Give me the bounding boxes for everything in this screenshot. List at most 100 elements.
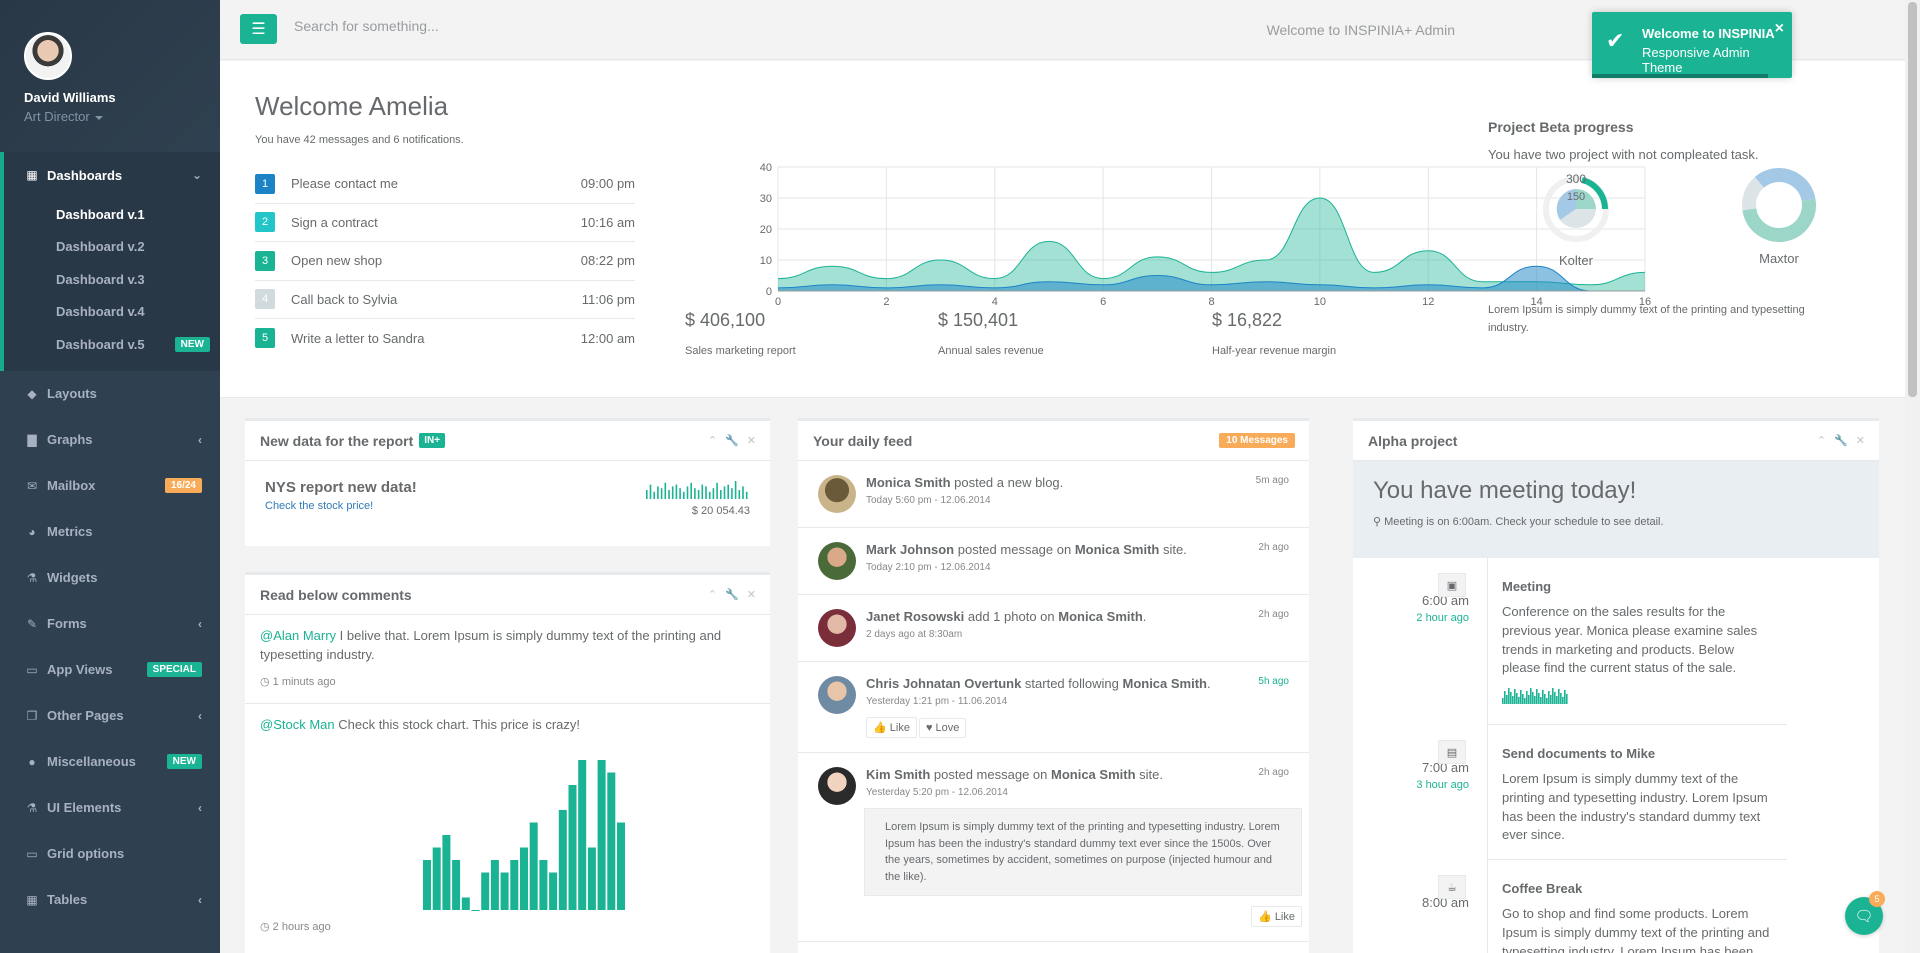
sidebar-item-miscellaneous[interactable]: ● Miscellaneous NEW	[0, 739, 220, 785]
x-tick-label: 12	[1422, 296, 1434, 308]
comment-time: ◷ 2 hours ago	[260, 920, 755, 936]
menu-toggle-button[interactable]: ☰	[240, 14, 277, 44]
feed-author[interactable]: Chris Johnatan Overtunk	[866, 676, 1022, 691]
timeline-spark-bar	[1512, 696, 1514, 705]
sidebar-subitem[interactable]: Dashboard v.5 NEW	[4, 328, 220, 361]
avatar[interactable]	[818, 676, 856, 714]
feed-target[interactable]: Monica Smith	[1074, 542, 1160, 557]
todo-item[interactable]: 5 Write a letter to Sandra 12:00 am	[255, 319, 635, 358]
sidebar-item-ui-elements[interactable]: ⚗ UI Elements ‹	[0, 785, 220, 831]
collapse-icon[interactable]: ⌃	[707, 435, 718, 447]
x-tick-label: 10	[1314, 296, 1326, 308]
spark-bar	[712, 488, 715, 499]
timeline-title: Meeting	[1502, 579, 1552, 594]
panel-title: Your daily feed	[813, 432, 913, 449]
timeline-time: 8:00 am	[1353, 860, 1487, 953]
sidebar-item-metrics[interactable]: ◕ Metrics	[0, 509, 220, 555]
toast-notification[interactable]: ✔ × Welcome to INSPINIA Responsive Admin…	[1592, 12, 1792, 78]
sidebar-item-graphs[interactable]: ▇ Graphs ‹	[0, 417, 220, 463]
alpha-panel: Alpha project ⌃ 🔧 ✕ You have meeting tod…	[1353, 418, 1879, 953]
todo-item[interactable]: 4 Call back to Sylvia 11:06 pm	[255, 281, 635, 319]
feed-panel: Your daily feed 10 Messages Monica Smith…	[798, 418, 1309, 953]
sidebar-item-layouts[interactable]: ◆ Layouts	[0, 371, 220, 417]
avatar[interactable]	[818, 542, 856, 580]
todo-item[interactable]: 2 Sign a contract 10:16 am	[255, 204, 635, 242]
collapse-icon[interactable]: ⌃	[1816, 435, 1827, 447]
kpi-label: Sales marketing report	[685, 345, 796, 357]
collapse-icon[interactable]: ⌃	[707, 589, 718, 601]
feed-tail: site.	[1135, 767, 1163, 782]
avatar[interactable]	[818, 475, 856, 513]
todo-text: Sign a contract	[291, 214, 378, 230]
timeline-spark-bar	[1554, 692, 1556, 705]
timeline-spark-bar	[1556, 696, 1558, 705]
scrollbar-thumb[interactable]	[1908, 2, 1917, 397]
timeline-title: Coffee Break	[1502, 881, 1583, 897]
spark-bar	[694, 488, 696, 499]
sidebar-item-other-pages[interactable]: ❐ Other Pages ‹	[0, 693, 220, 739]
hero-subtitle-text: Meeting is on 6:00am. Check your schedul…	[1384, 516, 1664, 528]
search-input[interactable]	[294, 18, 694, 34]
sidebar-item-widgets[interactable]: ⚗ Widgets	[0, 555, 220, 601]
sidebar-item-forms[interactable]: ✎ Forms ‹	[0, 601, 220, 647]
chevron-down-icon: ⌄	[191, 168, 202, 182]
mention-link[interactable]: @Alan Marry	[260, 628, 337, 643]
sidebar-item-grid-options[interactable]: ▭ Grid options	[0, 831, 220, 877]
wrench-icon[interactable]: 🔧	[1834, 435, 1848, 447]
feed-author[interactable]: Janet Rosowski	[866, 609, 965, 624]
x-tick-label: 8	[1208, 296, 1214, 308]
avatar[interactable]	[818, 767, 856, 805]
flask-icon: ⚗	[26, 800, 38, 815]
feed-meta: Today 2:10 pm - 12.06.2014	[866, 562, 991, 573]
todo-item[interactable]: 3 Open new shop 08:22 pm	[255, 242, 635, 281]
kpi-annual: $ 150,401 Annual sales revenue	[938, 310, 1044, 357]
feed-body: Monica Smith posted a new blog. Today 5:6…	[866, 475, 1063, 513]
close-icon[interactable]: ×	[1774, 20, 1784, 37]
welcome-title: Welcome Amelia	[255, 91, 449, 121]
sidebar-item-mailbox[interactable]: ✉ Mailbox 16/24	[0, 463, 220, 509]
todo-text: Open new shop	[291, 253, 383, 269]
avatar[interactable]	[24, 32, 72, 80]
donut-name: Maxtor	[1759, 251, 1799, 266]
like-button[interactable]: 👍 Like	[866, 717, 917, 738]
page-scrollbar[interactable]	[1905, 0, 1920, 953]
sidebar-subitem[interactable]: Dashboard v.1	[4, 198, 220, 231]
love-button[interactable]: ♥ Love	[918, 718, 967, 738]
mention-link[interactable]: @Stock Man	[260, 716, 335, 732]
feed-target[interactable]: Monica Smith	[1058, 609, 1143, 624]
wrench-icon[interactable]: 🔧	[725, 589, 739, 601]
timeline: 6:00 am 2 hour ago ▣ Meeting Conference on t…	[1353, 558, 1879, 953]
close-icon[interactable]: ✕	[746, 435, 756, 447]
sidebar-subitem[interactable]: Dashboard v.2	[4, 231, 220, 264]
profile-role-dropdown[interactable]: Art Director	[24, 109, 220, 124]
diamond-icon: ◆	[27, 386, 37, 401]
feed-actions: 👍 Like	[866, 896, 1304, 927]
feed-meta: Yesterday 5:20 pm - 12.06.2014	[866, 787, 1008, 798]
sidebar-item-dashboards[interactable]: ▦ Dashboards ⌄	[4, 152, 220, 198]
sidebar-subitem[interactable]: Dashboard v.4	[4, 296, 220, 329]
report-panel: New data for the report IN+ ⌃ 🔧 ✕ NYS re…	[245, 418, 770, 546]
dashboards-submenu: Dashboard v.1 Dashboard v.2 Dashboard v.3 D…	[4, 198, 220, 371]
feed-time-ago: 2h ago	[1258, 609, 1289, 620]
sidebar-item-tables[interactable]: ▦ Tables ‹	[0, 877, 220, 923]
sidebar-item-app-views[interactable]: ▭ App Views SPECIAL	[0, 647, 220, 693]
feed-author[interactable]: Monica Smith	[866, 475, 951, 490]
timeline-body: Send documents to Mike Lorem Ipsum is sim…	[1487, 725, 1787, 861]
feed-author[interactable]: Mark Johnson	[866, 542, 955, 557]
stock-price-link[interactable]: Check the stock price!	[265, 500, 374, 512]
feed-target[interactable]: Monica Smith	[1051, 767, 1136, 782]
timeline-text: Go to shop and find some products. Lorem…	[1502, 906, 1770, 953]
stock-bar	[510, 860, 519, 911]
hamburger-icon: ☰	[251, 21, 266, 38]
panel-tools: ⌃ 🔧 ✕	[1817, 434, 1865, 447]
close-icon[interactable]: ✕	[746, 589, 756, 601]
avatar[interactable]	[818, 609, 856, 647]
sidebar-subitem[interactable]: Dashboard v.3	[4, 263, 220, 296]
spark-bar	[660, 488, 663, 499]
close-icon[interactable]: ✕	[1855, 435, 1865, 447]
feed-author[interactable]: Kim Smith	[866, 767, 931, 782]
like-button[interactable]: 👍 Like	[1251, 906, 1302, 927]
todo-item[interactable]: 1 Please contact me 09:00 pm	[255, 165, 635, 204]
feed-target[interactable]: Monica Smith	[1122, 676, 1207, 691]
wrench-icon[interactable]: 🔧	[725, 435, 739, 447]
